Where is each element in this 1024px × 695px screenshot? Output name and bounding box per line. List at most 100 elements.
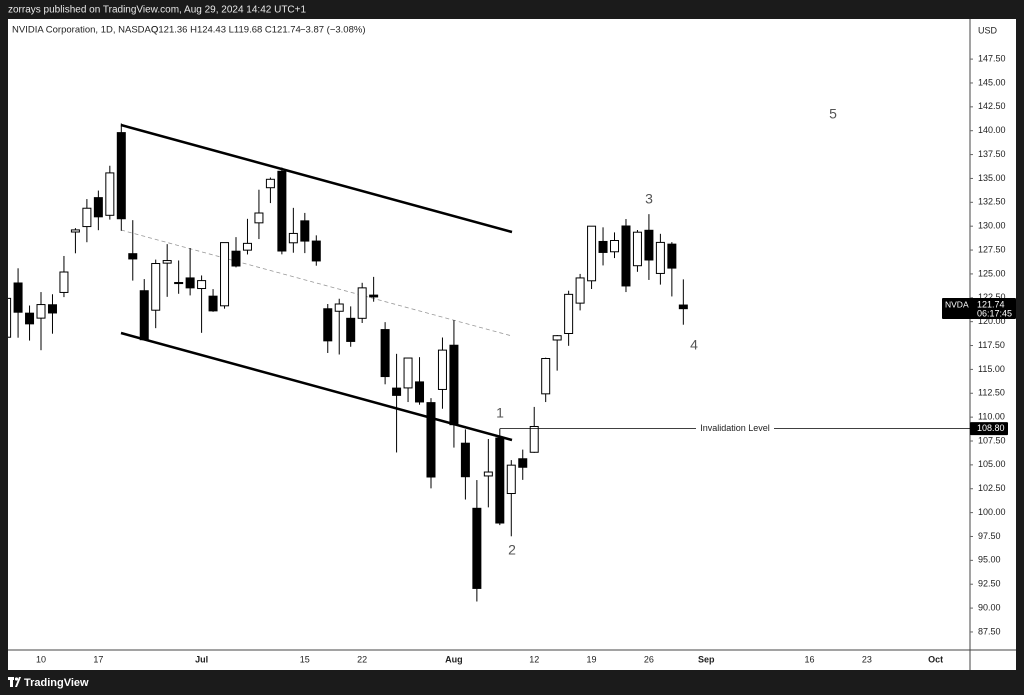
y-tick-label: 145.00 [978,77,1006,87]
y-tick-label: 137.50 [978,149,1006,159]
x-tick-label: 22 [357,654,367,664]
change-legend: −3.87 (−3.08%) [300,25,366,36]
y-tick-label: 117.50 [978,340,1005,350]
candle-body [621,225,631,287]
price-tag [942,298,1016,320]
x-tick-label: Sep [698,654,715,664]
candle-body [265,178,275,189]
candle-body [254,212,264,224]
y-tick-label: 120.00 [978,316,1006,326]
candle-body [541,358,551,395]
candle-body [449,344,459,426]
y-tick-label: 125.00 [978,268,1006,278]
y-tick-label: 105.00 [978,459,1006,469]
price-tag-countdown: 06:17:45 [977,308,1012,318]
candle-body [139,290,149,341]
candle-body [380,329,390,378]
candle-body [587,225,597,282]
wave-label: 4 [690,337,698,353]
candle-body [678,304,688,310]
candle-body [632,231,642,267]
candle-body [346,317,356,342]
candle-body [277,170,287,252]
level-tag [970,422,1008,436]
wave-label: 1 [496,405,504,421]
price-tag-symbol: NVDA [945,299,969,309]
candle-body [197,280,207,290]
level-label: Invalidation Level [700,423,770,433]
candle-body [36,304,46,319]
logo-part [15,677,21,687]
candle-body [116,132,126,220]
y-tick-label: 95.00 [978,555,1001,565]
logo-part [10,680,13,687]
candle-body [472,507,482,589]
x-tick-label: 23 [862,654,872,664]
x-tick-label: 19 [587,654,597,664]
symbol-title: NVIDIA Corporation, 1D, NASDAQ [12,25,158,36]
wave-label: 5 [829,106,837,122]
publish-info: zorrays published on TradingView.com, Au… [8,5,306,16]
candle-body [495,437,505,524]
y-tick-label: 100.00 [978,507,1006,517]
brand-name: TradingView [24,677,89,689]
y-tick-label: 115.00 [978,364,1005,374]
candle-body [334,303,344,312]
y-tick-label: 112.50 [978,388,1005,398]
candle-body [518,458,528,468]
x-tick-label: Oct [928,654,943,664]
candle-body [128,253,138,260]
candle-body [59,271,69,293]
candle-body [82,207,92,228]
candle-body [403,357,413,389]
y-tick-label: 87.50 [978,626,1001,636]
candle-body [357,287,367,319]
y-tick-label: 147.50 [978,53,1006,63]
candle-body [93,197,103,218]
candle-body [598,240,608,253]
y-tick-label: 110.00 [978,412,1005,422]
y-tick-label: 122.50 [978,292,1006,302]
candle-body [506,464,516,495]
x-tick-label: Jul [195,654,208,664]
logo-part [14,677,19,681]
wave-label: 3 [645,191,653,207]
x-tick-label: 12 [529,654,539,664]
candle-body [242,242,252,251]
x-tick-label: Aug [445,654,463,664]
candle-body [667,243,677,269]
y-tick-label: 140.00 [978,125,1006,135]
candle-body [208,295,218,312]
channel-upper [120,123,513,234]
ohlc-legend: O121.36 H124.43 L119.68 C121.74 [151,25,301,36]
candle-body [151,263,161,311]
candle-body [105,172,115,216]
y-tick-label: 107.50 [978,435,1006,445]
level-label-bg [696,422,774,435]
candle-body [552,335,562,341]
candle-body [323,308,333,342]
candle-body [162,260,172,264]
candle-body [655,241,665,274]
candle-body [392,387,402,396]
candle-body [415,381,425,403]
y-tick-label: 132.50 [978,197,1006,207]
x-tick-label: 17 [93,654,103,664]
x-tick-label: 16 [804,654,814,664]
y-tick-label: 102.50 [978,483,1006,493]
logo-part [8,677,14,680]
y-tick-label: 130.00 [978,221,1006,231]
candle-body [185,277,195,289]
candle-body [529,425,539,453]
chart-panel [8,19,1016,670]
candle-body [231,250,241,267]
candle-body [644,229,654,261]
y-tick-label: 135.00 [978,173,1006,183]
x-tick-label: 15 [300,654,310,664]
channel-mid [120,229,513,337]
candle-body [300,220,310,242]
candle-body [564,293,574,334]
x-tick-label: 26 [644,654,654,664]
candle-body [460,442,470,478]
